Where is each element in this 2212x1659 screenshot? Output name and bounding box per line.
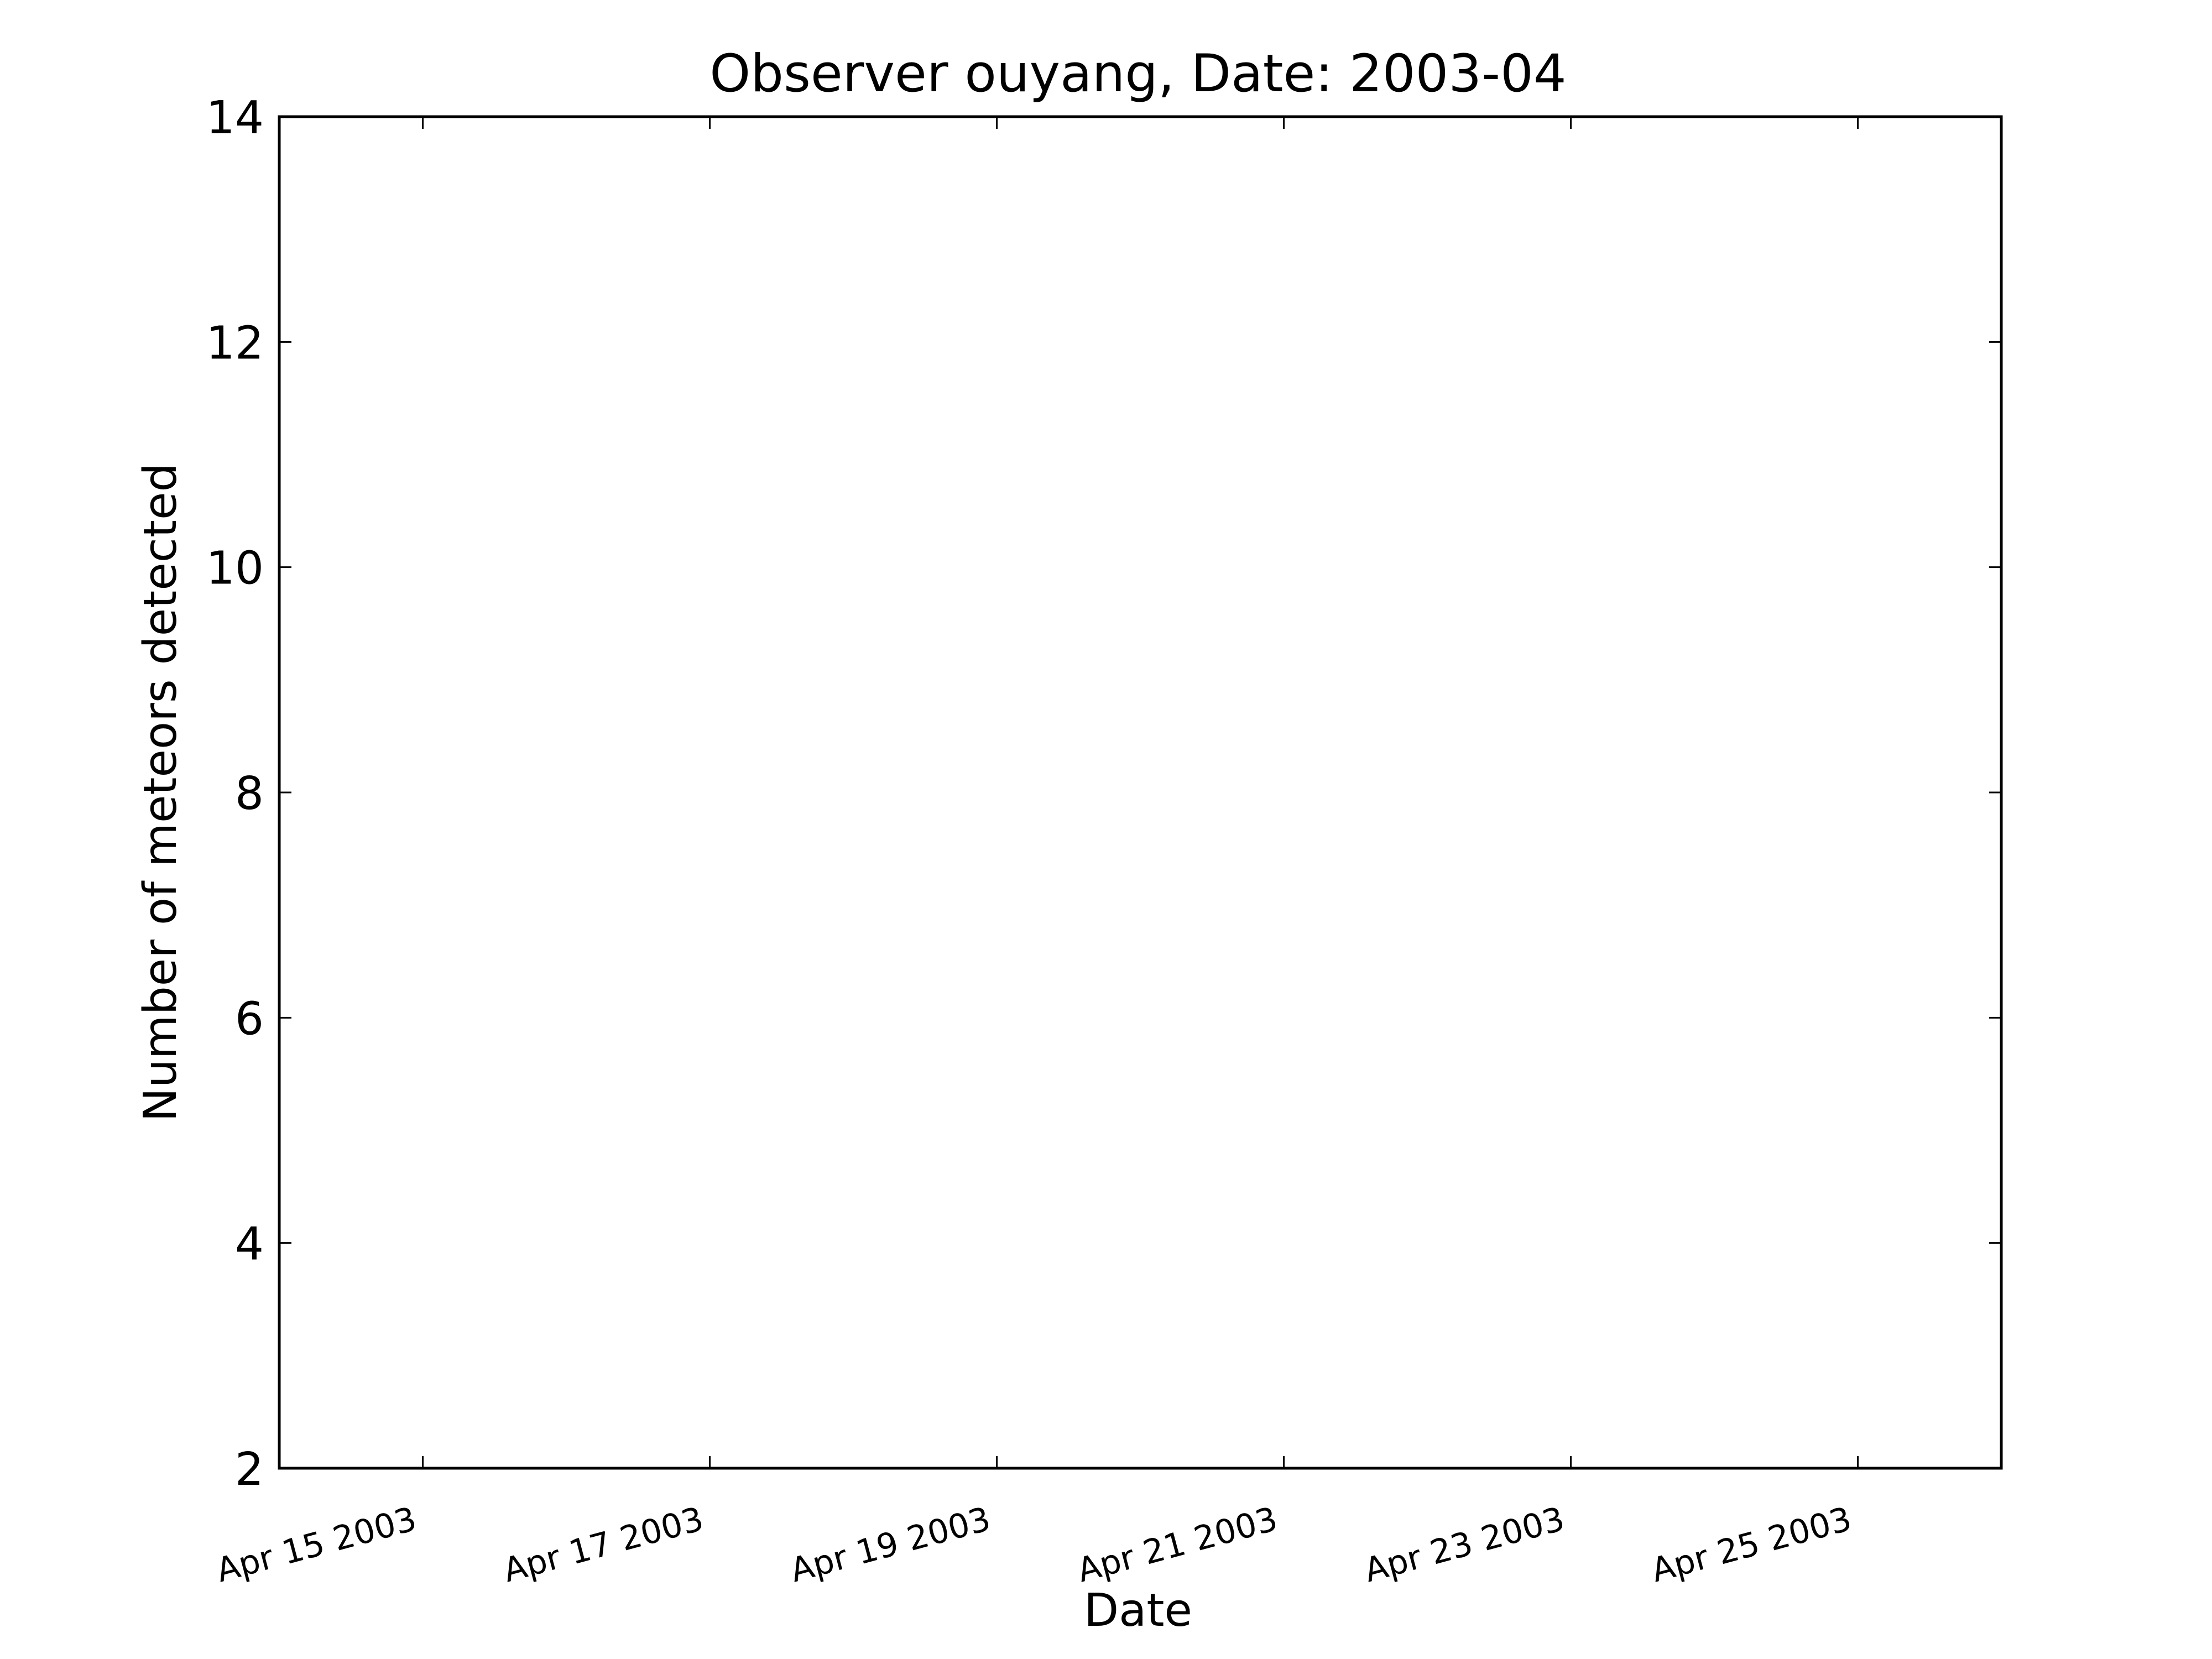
y-tick-label: 12 [206, 317, 264, 369]
x-axis-title: Date [1084, 1584, 1192, 1637]
y-tick-label: 10 [206, 542, 264, 595]
plot-area [278, 115, 2003, 1470]
y-tick-label: 4 [235, 1218, 264, 1271]
chart-title: Observer ouyang, Date: 2003-04 [709, 44, 1566, 104]
y-axis-ticks: 2 4 6 8 10 12 14 [206, 92, 2001, 1496]
y-tick-label: 14 [206, 92, 264, 144]
y-tick-label: 2 [235, 1443, 264, 1496]
y-tick-label: 6 [235, 993, 264, 1045]
y-axis-title: Number of meteors detected [134, 463, 187, 1121]
y-tick-label: 8 [235, 768, 264, 820]
